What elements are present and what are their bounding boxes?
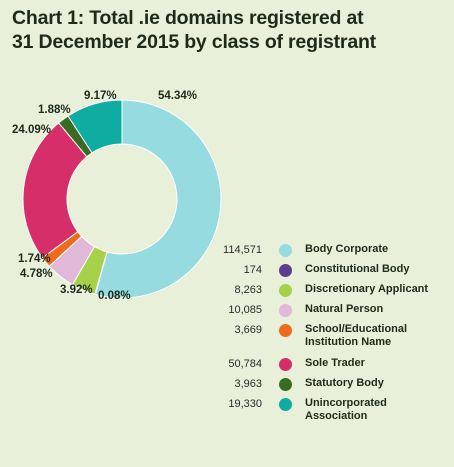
percent-label-unincorporated-association: 9.17% bbox=[84, 90, 117, 102]
percent-label-natural-person: 4.78% bbox=[20, 268, 53, 280]
chart-title: Chart 1: Total .ie domains registered at… bbox=[12, 6, 432, 54]
chart-title-line-2: 31 December 2015 by class of registrant bbox=[12, 31, 376, 53]
percent-label-constitutional-body: 0.08% bbox=[98, 290, 131, 302]
chart-title-line-1: Chart 1: Total .ie domains registered at bbox=[12, 7, 364, 29]
slice-unincorporated-association bbox=[67, 99, 123, 154]
percent-label-school-educational-institution-name: 1.74% bbox=[18, 253, 51, 265]
percent-label-discretionary-applicant: 3.92% bbox=[60, 284, 93, 296]
percent-label-sole-trader: 24.09% bbox=[12, 124, 52, 136]
slice-sole-trader bbox=[22, 122, 88, 259]
slice-body-corporate bbox=[94, 99, 222, 299]
percent-label-body-corporate: 54.34% bbox=[158, 90, 198, 102]
percent-label-statutory-body: 1.88% bbox=[38, 104, 71, 116]
